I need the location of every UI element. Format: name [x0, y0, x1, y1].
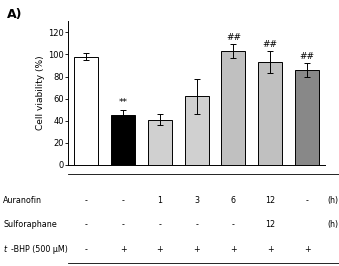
Text: Sulforaphane: Sulforaphane: [3, 220, 57, 229]
Text: 3: 3: [194, 196, 199, 205]
Text: 12: 12: [265, 196, 275, 205]
Text: -: -: [158, 220, 161, 229]
Text: -: -: [305, 196, 308, 205]
Bar: [185, 96, 208, 165]
Text: -: -: [85, 220, 88, 229]
Text: -: -: [85, 245, 88, 254]
Text: t: t: [3, 245, 6, 254]
Text: +: +: [304, 245, 310, 254]
Text: -: -: [122, 196, 124, 205]
Text: -: -: [85, 196, 88, 205]
Text: **: **: [119, 98, 127, 107]
Bar: [221, 51, 245, 165]
Text: -: -: [122, 220, 124, 229]
Text: (h): (h): [327, 220, 339, 229]
Bar: [148, 120, 172, 165]
Text: 6: 6: [231, 196, 236, 205]
Text: A): A): [7, 8, 22, 21]
Text: +: +: [157, 245, 163, 254]
Text: -: -: [195, 220, 198, 229]
Text: +: +: [230, 245, 237, 254]
Text: -: -: [232, 220, 235, 229]
Text: Auranofin: Auranofin: [3, 196, 42, 205]
Bar: [295, 70, 319, 165]
Text: -BHP (500 μM): -BHP (500 μM): [11, 245, 68, 254]
Y-axis label: Cell viability (%): Cell viability (%): [36, 56, 45, 130]
Text: +: +: [193, 245, 200, 254]
Text: ##: ##: [263, 40, 278, 49]
Bar: [74, 57, 98, 165]
Text: 12: 12: [265, 220, 275, 229]
Bar: [111, 115, 135, 165]
Text: 1: 1: [157, 196, 162, 205]
Text: +: +: [267, 245, 274, 254]
Bar: [258, 62, 282, 165]
Text: ##: ##: [300, 52, 315, 61]
Text: +: +: [120, 245, 126, 254]
Text: ##: ##: [226, 33, 241, 42]
Text: (h): (h): [327, 196, 339, 205]
